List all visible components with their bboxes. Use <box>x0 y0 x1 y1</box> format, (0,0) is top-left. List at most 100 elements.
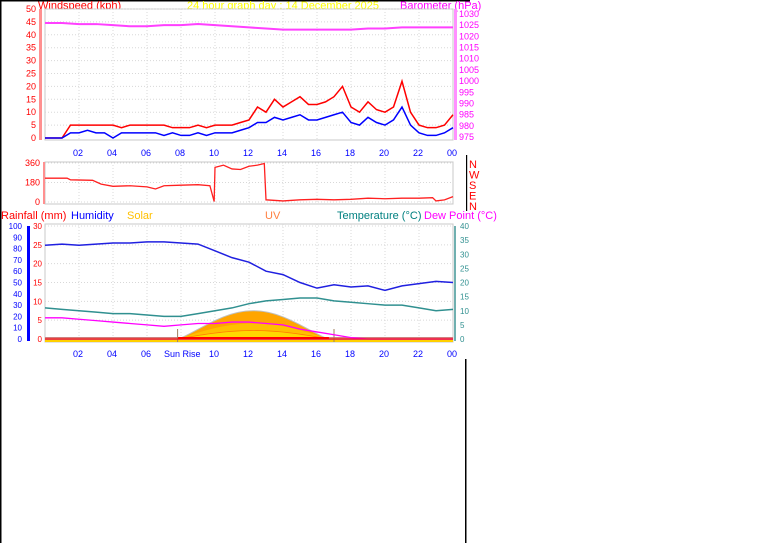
humidity-y-tick-label: 50 <box>13 279 22 288</box>
uv-area <box>177 330 329 340</box>
x-tick-label: 12 <box>243 349 253 359</box>
right-border <box>465 359 467 543</box>
barometer-y-tick-label: 975 <box>459 132 474 142</box>
rain-y-tick-label: 30 <box>33 222 42 231</box>
compass-label: E <box>469 191 476 203</box>
barometer-y-tick-label: 1025 <box>459 20 479 30</box>
barometer-y-tick-label: 1005 <box>459 65 479 75</box>
wind-y-tick-label: 30 <box>26 56 36 66</box>
x-tick-label: 06 <box>141 148 151 158</box>
x-tick-label: 14 <box>277 349 287 359</box>
wind-y-tick-label: 10 <box>26 107 36 117</box>
humidity-y-tick-label: 80 <box>13 245 22 254</box>
compass-label: S <box>469 180 476 192</box>
wind-y-tick-label: 5 <box>31 120 36 130</box>
x-tick-label: 08 <box>175 148 185 158</box>
x-tick-label: 06 <box>141 349 151 359</box>
x-tick-label: 18 <box>345 148 355 158</box>
legend-dew-point: Dew Point (°C) <box>424 210 497 222</box>
top-border <box>0 0 470 2</box>
temperature-line <box>44 297 454 318</box>
wind-y-tick-label: 0 <box>31 133 36 143</box>
x-tick-label: 12 <box>243 148 253 158</box>
wind-direction-line <box>45 162 454 202</box>
barometer-y-tick-label: 985 <box>459 110 474 120</box>
temperature-axis-bar <box>454 226 456 341</box>
direction-y-tick-label: 360 <box>25 158 40 168</box>
x-tick-label: 16 <box>311 148 321 158</box>
barometer-axis-bar <box>454 9 457 140</box>
wind-y-tick-label: 25 <box>26 69 36 79</box>
temperature-y-tick-label: 40 <box>460 222 469 231</box>
rain-y-tick-label: 0 <box>38 335 43 344</box>
x-tick-label: 22 <box>413 148 423 158</box>
x-tick-label: 02 <box>73 349 83 359</box>
temperature-y-tick-label: 15 <box>460 293 469 302</box>
compass-label: W <box>469 170 480 182</box>
wind-y-tick-label: 40 <box>26 30 36 40</box>
temperature-y-tick-label: 20 <box>460 279 469 288</box>
barometer-y-tick-label: 1000 <box>459 76 479 86</box>
sunrise-label: Sun Rise <box>164 349 201 359</box>
x-tick-label: 22 <box>413 349 423 359</box>
humidity-y-tick-label: 90 <box>13 233 22 242</box>
rain-y-tick-label: 25 <box>33 241 42 250</box>
humidity-axis-bar <box>27 226 30 341</box>
left-border <box>0 0 2 543</box>
temperature-y-tick-label: 25 <box>460 264 469 273</box>
direction-y-tick-label: 180 <box>25 178 40 188</box>
humidity-temperature-chart: 0102030405060708090100051015202530051015… <box>9 222 470 359</box>
humidity-y-tick-label: 30 <box>13 301 22 310</box>
barometer-y-tick-label: 980 <box>459 121 474 131</box>
rain-y-tick-label: 10 <box>33 297 42 306</box>
x-tick-label: 20 <box>379 148 389 158</box>
direction-y-tick-label: 0 <box>35 197 40 207</box>
compass-label: N <box>469 159 477 171</box>
wind-y-tick-label: 20 <box>26 81 36 91</box>
x-tick-label: 00 <box>447 148 457 158</box>
temperature-y-tick-label: 5 <box>460 321 465 330</box>
wind-average-line <box>45 105 454 139</box>
legend-uv: UV <box>265 210 281 222</box>
x-tick-label: 04 <box>107 148 117 158</box>
legend-rainfall: Rainfall (mm) <box>1 210 66 222</box>
legend-humidity: Humidity <box>71 210 114 222</box>
wind-axis-bar <box>39 9 42 140</box>
humidity-y-tick-label: 100 <box>9 222 23 231</box>
temperature-y-tick-label: 35 <box>460 236 469 245</box>
temperature-y-tick-label: 10 <box>460 307 469 316</box>
barometer-y-tick-label: 1010 <box>459 54 479 64</box>
legend: Rainfall (mm) Humidity Solar UV Temperat… <box>1 210 497 222</box>
humidity-y-tick-label: 0 <box>18 335 23 344</box>
wind-y-tick-label: 15 <box>26 94 36 104</box>
barometer-y-tick-label: 1020 <box>459 31 479 41</box>
compass-label: N <box>469 201 477 213</box>
legend-solar: Solar <box>127 210 153 222</box>
wind-chart: 0510152025303540455097598098599099510001… <box>26 4 479 158</box>
humidity-y-tick-label: 40 <box>13 290 22 299</box>
barometer-y-tick-label: 1030 <box>459 9 479 19</box>
direction-axis-bar <box>43 162 45 204</box>
x-tick-label: 14 <box>277 148 287 158</box>
humidity-y-tick-label: 20 <box>13 312 22 321</box>
uv-baseline <box>177 337 329 339</box>
legend-temperature: Temperature (°C) <box>337 210 421 222</box>
x-tick-label: 18 <box>345 349 355 359</box>
humidity-line <box>44 241 454 292</box>
barometer-line <box>45 21 453 31</box>
barometer-y-tick-label: 995 <box>459 87 474 97</box>
x-tick-label: 02 <box>73 148 83 158</box>
barometer-y-tick-label: 990 <box>459 98 474 108</box>
compass-divider <box>466 155 468 211</box>
wind-y-tick-label: 50 <box>26 4 36 14</box>
humidity-y-tick-label: 70 <box>13 256 22 265</box>
barometer-y-tick-label: 1015 <box>459 43 479 53</box>
x-tick-label: 16 <box>311 349 321 359</box>
x-tick-label: 20 <box>379 349 389 359</box>
humidity-y-tick-label: 10 <box>13 324 22 333</box>
solar-baseline <box>45 340 453 342</box>
x-tick-label: 10 <box>209 349 219 359</box>
wind-gust-line <box>45 78 454 139</box>
